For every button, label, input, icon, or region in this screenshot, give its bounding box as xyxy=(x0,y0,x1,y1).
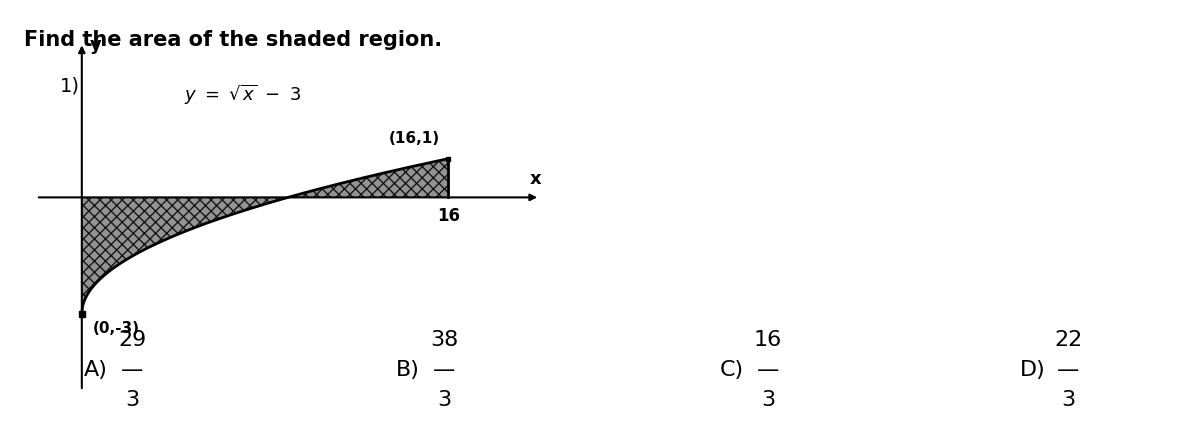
Text: (16,1): (16,1) xyxy=(389,131,439,146)
Text: (0,-3): (0,-3) xyxy=(92,321,139,336)
Text: 29: 29 xyxy=(118,330,146,350)
Text: C): C) xyxy=(720,360,744,380)
Text: 3: 3 xyxy=(761,389,775,410)
Text: —: — xyxy=(433,360,455,380)
Text: —: — xyxy=(1057,360,1079,380)
Text: 16: 16 xyxy=(754,330,782,350)
Text: —: — xyxy=(121,360,143,380)
Text: 22: 22 xyxy=(1054,330,1082,350)
Text: y: y xyxy=(90,36,102,54)
Text: 3: 3 xyxy=(1061,389,1075,410)
Text: Find the area of the shaded region.: Find the area of the shaded region. xyxy=(24,30,442,50)
Text: B): B) xyxy=(396,360,420,380)
Text: 16: 16 xyxy=(437,207,460,225)
Text: 3: 3 xyxy=(437,389,451,410)
Text: —: — xyxy=(757,360,779,380)
Text: 1): 1) xyxy=(60,76,80,96)
Text: $y \ = \ \sqrt{x} \ - \ 3$: $y \ = \ \sqrt{x} \ - \ 3$ xyxy=(184,82,301,107)
Text: A): A) xyxy=(84,360,108,380)
Text: x: x xyxy=(529,170,541,188)
Text: 3: 3 xyxy=(125,389,139,410)
Text: D): D) xyxy=(1020,360,1045,380)
Text: 38: 38 xyxy=(430,330,458,350)
